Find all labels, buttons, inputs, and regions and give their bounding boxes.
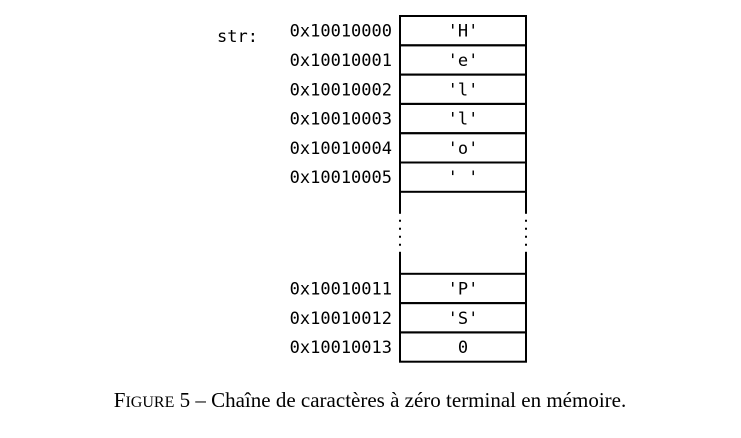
memory-cell-row: 0x10010004 'o' xyxy=(290,132,527,164)
memory-value: 'S' xyxy=(448,309,479,329)
memory-cells-top: 0x10010000 'H'0x10010001'e'0x10010002'l'0… xyxy=(290,15,527,193)
memory-cell-row: 0x10010001 'e' xyxy=(290,44,527,76)
memory-cell-row: 0x10010012 'S' xyxy=(290,302,527,334)
memory-address: 0x10010012 xyxy=(290,309,392,329)
memory-address: 0x10010004 xyxy=(290,139,392,159)
memory-value: 'o' xyxy=(448,139,479,159)
memory-cell-box xyxy=(399,331,527,363)
memory-address: 0x10010002 xyxy=(290,80,392,100)
memory-value: ' ' xyxy=(448,168,479,188)
memory-address: 0x10010005 xyxy=(290,168,392,188)
memory-value: 'l' xyxy=(448,110,479,130)
memory-value: 'l' xyxy=(448,80,479,100)
memory-address: 0x10010000 xyxy=(290,22,392,42)
memory-cell-row: 0x10010005 ' ' xyxy=(290,161,527,193)
memory-cell-row: 0x10010011 'P' xyxy=(290,272,527,305)
memory-address: 0x10010013 xyxy=(290,338,392,358)
memory-address: 0x10010003 xyxy=(290,110,392,130)
memory-cell-row: 0x10010002 'l' xyxy=(290,73,527,105)
memory-cell-row: 0x10010000 'H' xyxy=(290,15,527,47)
memory-cells-bottom: 0x10010011 'P' 0x10010012 'S' 0x10010013 0 xyxy=(290,272,527,363)
memory-cell-row: 0x10010003 'l' xyxy=(290,102,527,135)
memory-address: 0x10010001 xyxy=(290,51,392,71)
caption-text: Chaîne de caractères à zéro terminal en … xyxy=(211,388,626,412)
figure-caption: FIGURE 5 – Chaîne de caractères à zéro t… xyxy=(114,388,626,412)
caption-figure-word: FIGURE xyxy=(114,388,175,412)
memory-value: 'P' xyxy=(448,279,479,299)
memory-cell-box xyxy=(399,161,527,193)
memory-address: 0x10010011 xyxy=(290,279,392,299)
caption-number: 5 xyxy=(180,388,191,412)
memory-value: 'e' xyxy=(448,51,479,71)
memory-value: 0 xyxy=(458,338,468,358)
memory-value: 'H' xyxy=(448,22,479,42)
memory-cell-row: 0x10010013 0 xyxy=(290,331,527,363)
memory-gap xyxy=(399,191,527,274)
pointer-label: str: xyxy=(217,27,258,47)
